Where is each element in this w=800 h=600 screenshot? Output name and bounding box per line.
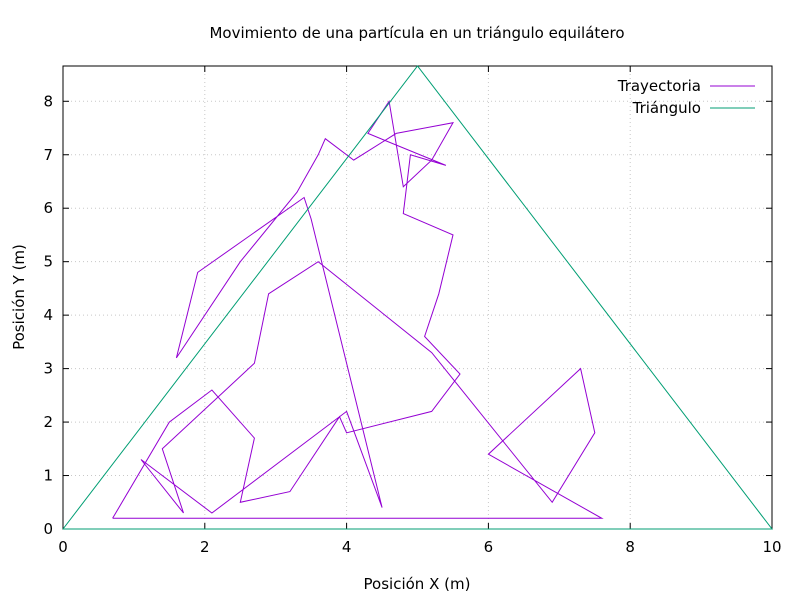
y-tick-label: 5 bbox=[43, 253, 53, 271]
x-tick-label: 2 bbox=[200, 538, 210, 556]
y-tick-label: 8 bbox=[43, 92, 53, 110]
grid bbox=[63, 66, 772, 529]
y-axis-label: Posición Y (m) bbox=[10, 244, 28, 350]
y-tick-label: 6 bbox=[43, 199, 53, 217]
legend-label: Trayectoria bbox=[617, 77, 701, 95]
series-line-trayectoria bbox=[112, 99, 604, 519]
x-tick-label: 4 bbox=[342, 538, 352, 556]
plot-frame bbox=[62, 65, 773, 530]
x-tick-label: 8 bbox=[625, 538, 635, 556]
x-tick-label: 10 bbox=[762, 538, 781, 556]
y-tick-label: 0 bbox=[43, 520, 53, 538]
x-axis-ticks: 0 2 4 6 8 10 bbox=[58, 66, 782, 556]
chart-title: Movimiento de una partícula en un triáng… bbox=[209, 24, 624, 42]
y-tick-label: 2 bbox=[43, 413, 53, 431]
y-tick-label: 1 bbox=[43, 467, 53, 485]
series-line-triangulo bbox=[62, 65, 774, 530]
y-tick-label: 7 bbox=[43, 146, 53, 164]
y-tick-label: 3 bbox=[43, 360, 53, 378]
x-tick-label: 0 bbox=[58, 538, 68, 556]
legend-label: Triángulo bbox=[632, 99, 701, 117]
series-layer bbox=[62, 65, 774, 530]
x-axis-label: Posición X (m) bbox=[364, 575, 471, 593]
y-tick-label: 4 bbox=[43, 306, 53, 324]
legend: Trayectoria Triángulo bbox=[617, 77, 755, 117]
x-tick-label: 6 bbox=[484, 538, 494, 556]
